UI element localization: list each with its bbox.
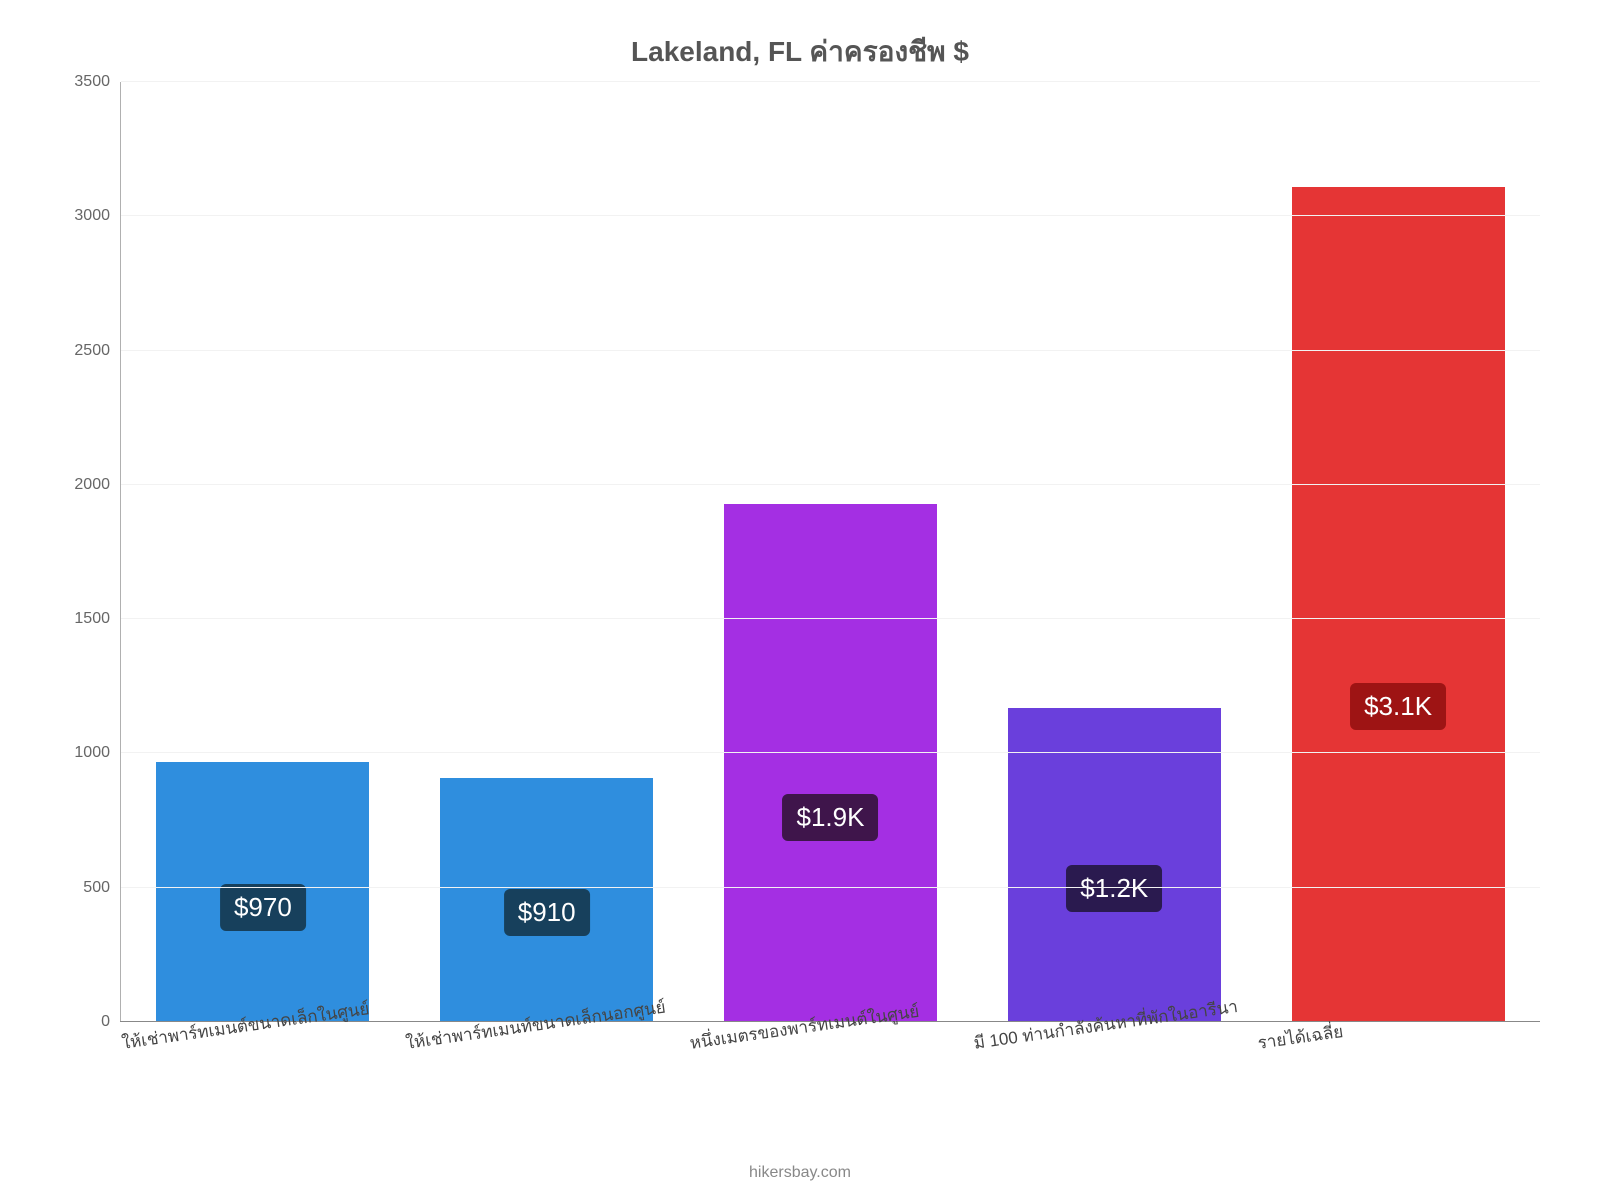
x-slot: ให้เช่าพาร์ทเมนท์ขนาดเล็กนอกศูนย์ bbox=[404, 1022, 688, 1112]
y-tick-label: 500 bbox=[60, 879, 110, 897]
bar-value-label: $970 bbox=[220, 884, 306, 931]
bar-slot: $970 bbox=[121, 82, 405, 1022]
plot-area: $970 $910 $1.9K $1.2K $3.1K bbox=[120, 82, 1540, 1022]
y-tick-label: 0 bbox=[60, 1013, 110, 1031]
bar-value-label: $3.1K bbox=[1350, 683, 1446, 730]
bar-value-label: $910 bbox=[504, 889, 590, 936]
y-tick-label: 1500 bbox=[60, 610, 110, 628]
x-slot: หนึ่งเมตรของพาร์ทเมนต์ในศูนย์ bbox=[688, 1022, 972, 1112]
gridline bbox=[121, 484, 1540, 485]
bar: $910 bbox=[440, 778, 653, 1022]
bar: $970 bbox=[156, 762, 369, 1023]
bar-slot: $1.9K bbox=[689, 82, 973, 1022]
y-axis: 0500100015002000250030003500 bbox=[60, 82, 120, 1022]
credit-text: hikersbay.com bbox=[0, 1164, 1600, 1182]
plot-row: 0500100015002000250030003500 $970$910$1.… bbox=[60, 82, 1540, 1022]
gridline bbox=[121, 618, 1540, 619]
bars-container: $970 $910 $1.9K $1.2K $3.1K bbox=[121, 82, 1540, 1022]
x-slot: รายได้เฉลี่ย bbox=[1256, 1022, 1540, 1112]
gridline bbox=[121, 215, 1540, 216]
bar: $3.1K bbox=[1292, 187, 1505, 1022]
chart-container: Lakeland, FL ค่าครองชีพ $ 0 500 1000 1500 20… bbox=[0, 0, 1600, 1200]
bar-slot: $3.1K bbox=[1256, 82, 1540, 1022]
bar-value-label: $1.9K bbox=[783, 794, 879, 841]
x-slot: ให้เช่าพาร์ทเมนต์ขนาดเล็กในศูนย์ bbox=[120, 1022, 404, 1112]
bar-slot: $910 bbox=[405, 82, 689, 1022]
bar: $1.2K bbox=[1008, 708, 1221, 1022]
bar-slot: $1.2K bbox=[972, 82, 1256, 1022]
bar-value-label: $1.2K bbox=[1066, 865, 1162, 912]
y-tick-label: 2500 bbox=[60, 342, 110, 360]
gridline bbox=[121, 887, 1540, 888]
bar: $1.9K bbox=[724, 504, 937, 1022]
y-tick-label: 3000 bbox=[60, 207, 110, 225]
gridline bbox=[121, 81, 1540, 82]
gridline bbox=[121, 350, 1540, 351]
chart-title: Lakeland, FL ค่าครองชีพ $ bbox=[60, 30, 1540, 82]
x-axis: ให้เช่าพาร์ทเมนต์ขนาดเล็กในศูนย์ให้เช่าพ… bbox=[120, 1022, 1540, 1112]
gridline bbox=[121, 752, 1540, 753]
y-tick-label: 3500 bbox=[60, 73, 110, 91]
y-tick-label: 2000 bbox=[60, 476, 110, 494]
x-slot: มี 100 ท่านกำลังค้นหาที่พักในอารีนา bbox=[972, 1022, 1256, 1112]
x-tick-label: รายได้เฉลี่ย bbox=[1256, 1018, 1345, 1057]
y-tick-label: 1000 bbox=[60, 744, 110, 762]
